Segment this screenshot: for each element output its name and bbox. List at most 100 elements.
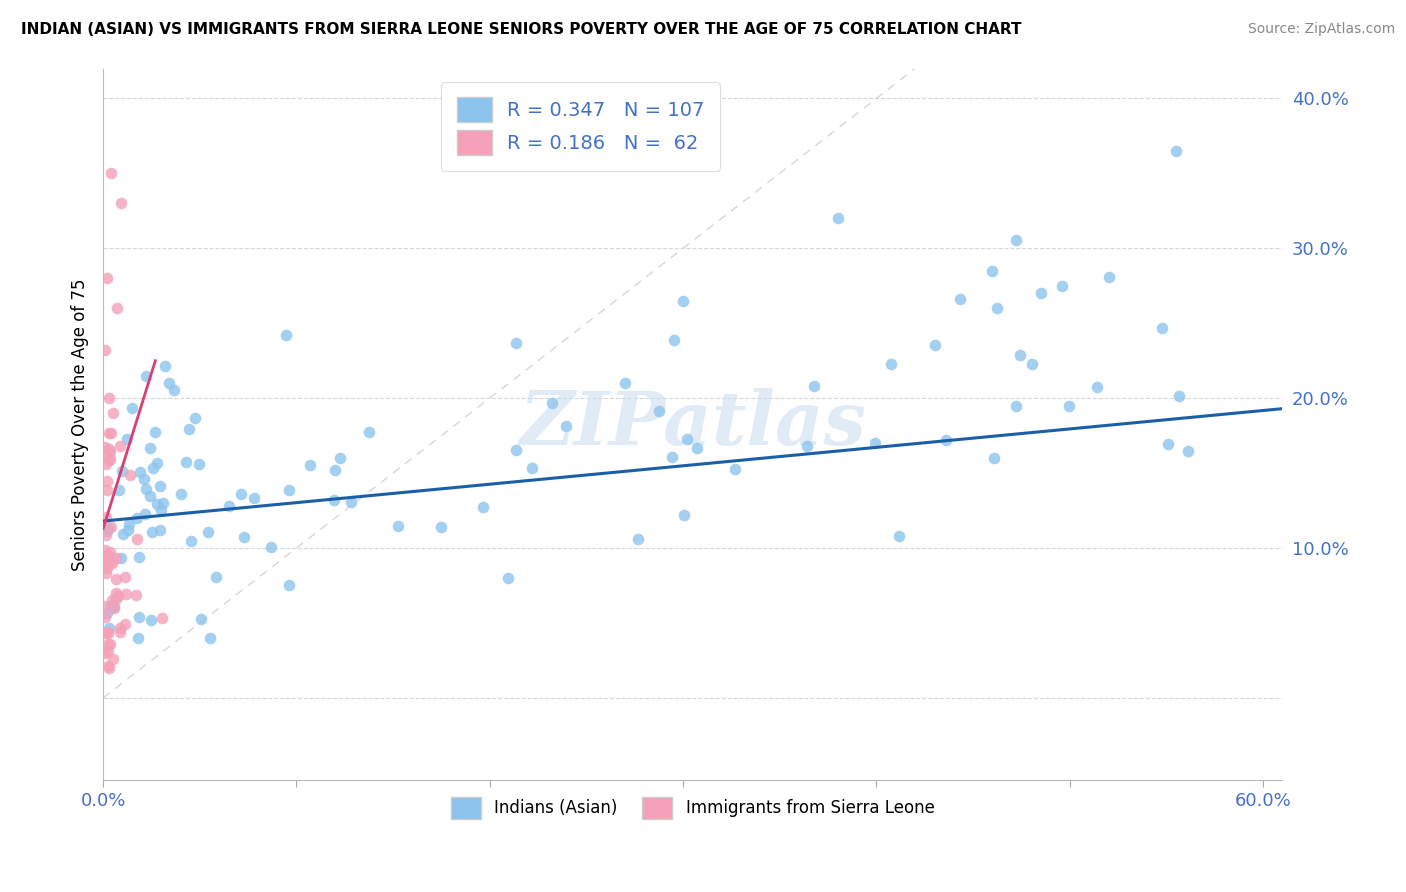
Point: [1005, 233, 1028, 247]
Point: [686, 441, 709, 455]
Text: ZIPatlas: ZIPatlas: [519, 388, 866, 460]
Point: [100, 592, 122, 607]
Point: [472, 500, 495, 514]
Point: [150, 610, 173, 624]
Point: [1164, 144, 1187, 158]
Point: [520, 461, 543, 475]
Point: [97, 391, 120, 405]
Point: [96, 606, 118, 620]
Point: [100, 425, 122, 440]
Point: [94, 566, 117, 580]
Point: [94, 457, 117, 471]
Point: [138, 489, 160, 503]
Point: [197, 525, 219, 540]
Point: [118, 516, 141, 531]
Point: [110, 196, 132, 211]
Point: [125, 588, 148, 602]
Point: [613, 376, 636, 390]
Point: [662, 333, 685, 347]
Point: [1177, 443, 1199, 458]
Point: [105, 586, 128, 600]
Point: [128, 549, 150, 564]
Point: [125, 532, 148, 546]
Point: [540, 396, 562, 410]
Point: [1157, 437, 1180, 451]
Point: [648, 403, 671, 417]
Point: [505, 335, 527, 350]
Point: [796, 438, 818, 452]
Point: [94, 509, 117, 524]
Point: [115, 587, 138, 601]
Point: [105, 550, 128, 565]
Point: [97, 659, 120, 673]
Point: [139, 441, 162, 455]
Point: [232, 530, 254, 544]
Point: [97, 626, 120, 640]
Point: [205, 570, 228, 584]
Point: [97, 549, 120, 563]
Point: [94, 343, 117, 358]
Point: [127, 631, 149, 645]
Point: [627, 532, 650, 546]
Point: [200, 631, 222, 645]
Point: [174, 454, 197, 468]
Point: [96, 561, 118, 575]
Point: [101, 406, 124, 420]
Point: [112, 527, 135, 541]
Point: [107, 483, 129, 498]
Point: [100, 544, 122, 558]
Point: [94, 555, 117, 569]
Point: [117, 432, 139, 446]
Point: [94, 550, 117, 565]
Point: [97, 425, 120, 440]
Point: [94, 625, 117, 640]
Point: [153, 359, 176, 373]
Point: [114, 617, 136, 632]
Point: [1050, 278, 1073, 293]
Point: [97, 625, 120, 640]
Point: [117, 523, 139, 537]
Point: [114, 570, 136, 584]
Point: [143, 425, 166, 439]
Text: Source: ZipAtlas.com: Source: ZipAtlas.com: [1247, 22, 1395, 37]
Point: [676, 432, 699, 446]
Point: [110, 551, 132, 566]
Point: [101, 556, 124, 570]
Point: [145, 456, 167, 470]
Point: [97, 520, 120, 534]
Point: [98, 452, 121, 467]
Point: [103, 599, 125, 614]
Point: [163, 383, 186, 397]
Point: [97, 637, 120, 651]
Point: [149, 502, 172, 516]
Point: [981, 264, 1004, 278]
Point: [803, 379, 825, 393]
Point: [141, 525, 163, 540]
Point: [135, 482, 157, 496]
Point: [157, 376, 180, 390]
Point: [260, 540, 283, 554]
Point: [103, 601, 125, 615]
Point: [98, 445, 121, 459]
Point: [96, 553, 118, 567]
Point: [94, 549, 117, 563]
Point: [135, 369, 157, 384]
Point: [359, 425, 381, 439]
Point: [125, 511, 148, 525]
Point: [277, 483, 299, 497]
Point: [827, 211, 849, 226]
Point: [187, 458, 209, 472]
Point: [96, 474, 118, 488]
Point: [184, 411, 207, 425]
Point: [100, 519, 122, 533]
Point: [672, 293, 695, 308]
Point: [108, 621, 131, 635]
Point: [110, 624, 132, 639]
Point: [120, 468, 142, 483]
Point: [387, 518, 409, 533]
Point: [142, 461, 165, 475]
Point: [180, 534, 202, 549]
Point: [983, 450, 1005, 465]
Point: [96, 271, 118, 285]
Point: [231, 486, 253, 500]
